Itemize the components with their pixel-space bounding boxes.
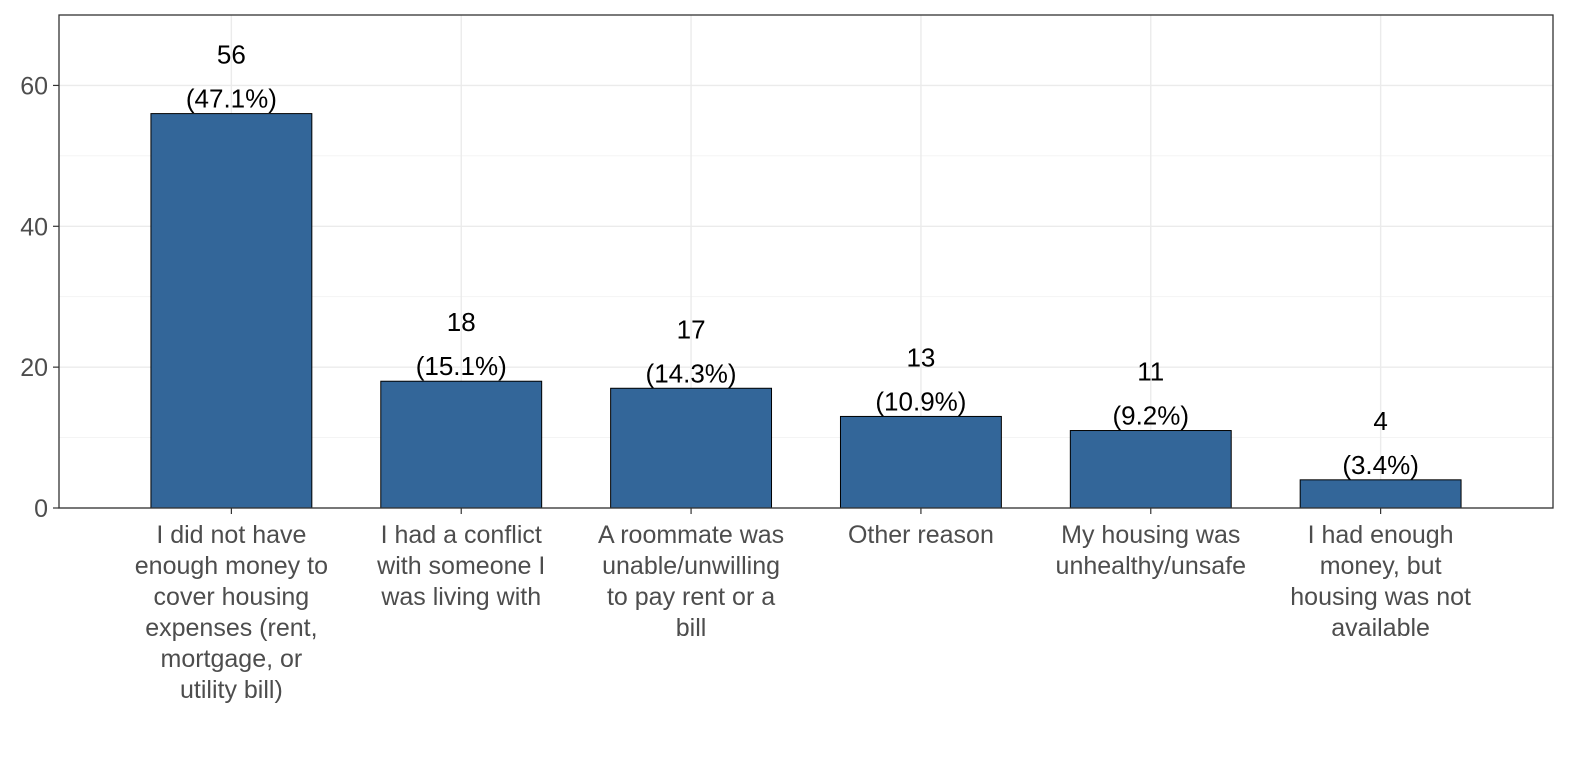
x-category-label-4: My housing was unhealthy/unsafe [1056, 521, 1246, 580]
y-tick-label: 60 [20, 72, 48, 100]
data-label-percent-0: (47.1%) [186, 84, 277, 114]
y-tick-label: 20 [20, 354, 48, 382]
bar-2 [610, 387, 773, 509]
bar-5 [1299, 479, 1462, 509]
bar-0 [150, 113, 313, 509]
x-category-label-0: I did not have enough money to cover housi… [135, 521, 328, 704]
data-label-count-1: 18 [447, 307, 476, 337]
data-labels: 56 (47.1%) 18 (15.1%) 17 (14.3%) 13 (10.9%) 11 (9… [186, 40, 1419, 480]
bar-3 [839, 415, 1002, 509]
x-category-label-5: I had enough money, but housing was not ava… [1290, 521, 1471, 642]
x-category-label-2: A roommate was unable/unwilling to pay ren… [598, 521, 784, 642]
bar-4 [1069, 430, 1232, 509]
x-axis: I did not have enough money to cover housi… [135, 508, 1471, 704]
data-label-count-0: 56 [217, 40, 246, 70]
data-label-percent-3: (10.9%) [875, 386, 966, 416]
x-category-label-3: Other reason [848, 521, 994, 549]
data-label-percent-5: (3.4%) [1342, 450, 1419, 480]
data-label-count-5: 4 [1373, 406, 1387, 436]
y-tick-label: 40 [20, 213, 48, 241]
data-label-percent-4: (9.2%) [1112, 401, 1189, 431]
plot-panel-border [58, 14, 1554, 509]
data-label-count-4: 11 [1137, 357, 1164, 387]
data-label-count-2: 17 [677, 314, 706, 344]
data-label-percent-2: (14.3%) [646, 358, 737, 388]
bar-1 [380, 380, 543, 509]
bars [150, 113, 1462, 509]
data-label-percent-1: (15.1%) [416, 351, 507, 381]
y-tick-label: 0 [34, 495, 48, 523]
data-label-count-3: 13 [906, 342, 935, 372]
y-axis: 0 20 40 60 [20, 72, 59, 523]
